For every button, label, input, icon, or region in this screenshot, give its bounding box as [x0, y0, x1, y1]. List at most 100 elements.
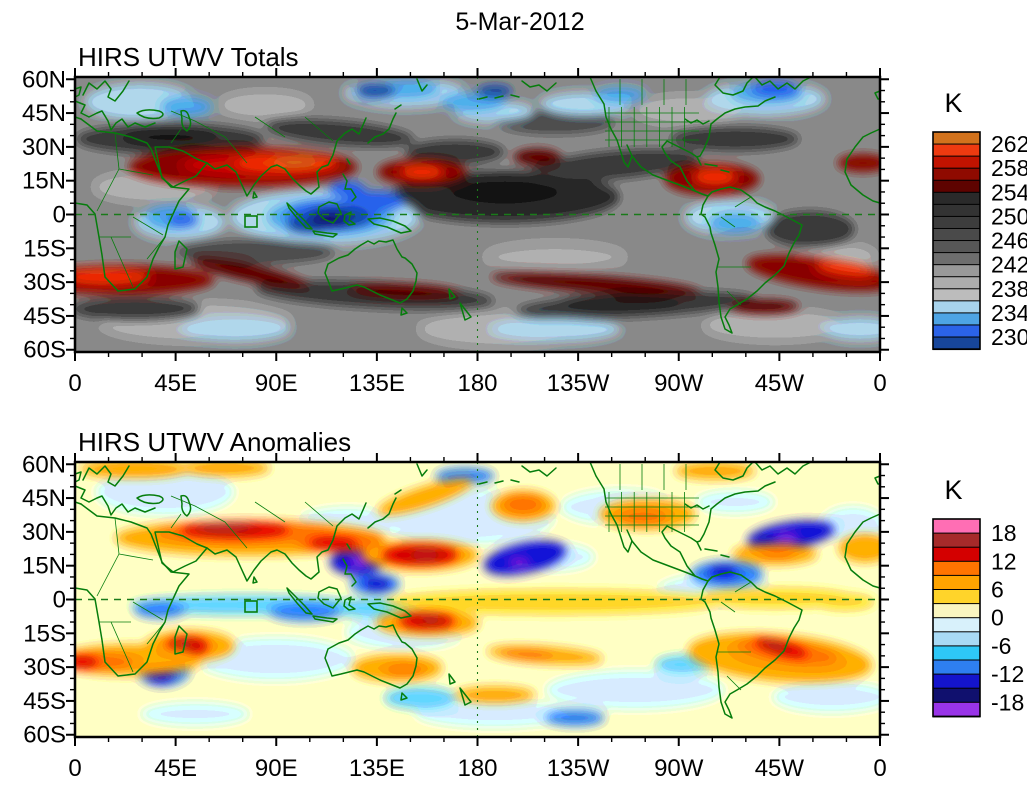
lat-tick-label: 30S	[23, 654, 66, 681]
colorbar-tick-label: 250	[991, 203, 1027, 229]
coastline-path	[448, 673, 456, 685]
coastline-path	[324, 239, 418, 304]
lat-tick-label: 60S	[23, 722, 66, 749]
lon-tick-label: 135E	[349, 755, 405, 782]
coastline-path	[180, 109, 192, 132]
coastline-path	[206, 502, 367, 582]
colorbar-tick-label: 242	[991, 252, 1027, 278]
figure-date-title: 5-Mar-2012	[455, 8, 584, 36]
coastline-path	[400, 692, 408, 701]
colorbar-segment	[932, 589, 981, 605]
coastline-path	[206, 117, 367, 197]
coastline-path	[714, 76, 754, 96]
coastline-path	[174, 625, 188, 655]
coastline-path	[661, 481, 776, 577]
coastline-path	[448, 288, 456, 300]
lon-tick-label: 0	[873, 755, 886, 782]
colorbar-tick-label: 230	[991, 324, 1027, 350]
lat-tick-label: 15N	[22, 553, 66, 580]
lon-tick-label: 180	[457, 755, 497, 782]
lat-tick-label: 30N	[22, 519, 66, 546]
lon-tick-label: 135E	[349, 370, 405, 397]
colorbar-segment	[932, 191, 981, 206]
coastline-path	[82, 465, 130, 487]
lat-tick-label: 0	[53, 587, 66, 614]
colorbar-segment	[932, 252, 981, 266]
coastline-path	[589, 76, 633, 168]
coastline-path	[342, 173, 357, 202]
us-state-borders	[605, 464, 699, 532]
lon-tick-label: 0	[873, 370, 886, 397]
colorbar-segment	[932, 143, 981, 158]
colorbar-segment	[932, 336, 981, 351]
coastline-path	[631, 540, 713, 582]
colorbar-segment	[932, 673, 981, 690]
colorbar-tick-label: -6	[991, 633, 1011, 659]
subtitle-totals: HIRS UTWV Totals	[78, 42, 299, 72]
lon-tick-label: 45E	[154, 755, 197, 782]
lon-tick-label: 45W	[755, 370, 805, 397]
country-borders	[96, 110, 752, 306]
coastline-path	[478, 94, 520, 100]
lon-tick-label: 180	[457, 370, 497, 397]
coastline-path	[154, 531, 208, 573]
coastline-path	[74, 100, 156, 131]
lat-tick-label: 60S	[23, 337, 66, 364]
target-region-box	[244, 600, 258, 613]
coastline-path	[416, 78, 428, 92]
coastline-path	[346, 543, 351, 550]
colorbar-unit-label: K	[944, 88, 962, 118]
totals-map-frame	[73, 75, 882, 354]
colorbar-tick-label: 262	[991, 131, 1027, 157]
lon-tick-label: 45W	[755, 755, 805, 782]
coastline-path	[416, 463, 428, 477]
coastline-path	[324, 624, 418, 689]
target-region-box	[244, 215, 258, 228]
map-totals	[66, 68, 889, 361]
colorbar-segment	[932, 167, 981, 182]
lat-tick-label: 30N	[22, 134, 66, 161]
coastline-path	[704, 163, 730, 173]
coastline-path	[317, 586, 342, 609]
coastline-path	[714, 461, 754, 481]
coastline-path	[459, 687, 472, 706]
colorbar-tick-label: 246	[991, 228, 1027, 254]
lat-tick-label: 60N	[22, 451, 66, 478]
colorbar-segment	[932, 617, 981, 633]
colorbar-tick-label: 258	[991, 155, 1027, 181]
country-borders	[96, 495, 752, 691]
coastline-path	[136, 109, 164, 120]
map-anomalies	[66, 453, 889, 746]
lon-tick-label: 90E	[255, 370, 298, 397]
coastline-path	[754, 461, 812, 475]
colorbar-segment	[932, 574, 981, 591]
coastline-path	[136, 494, 164, 505]
coastline-path	[252, 191, 258, 199]
colorbar-tick-label: 12	[991, 548, 1017, 574]
subtitle-anomalies: HIRS UTWV Anomalies	[78, 427, 351, 457]
lat-tick-label: 0	[53, 202, 66, 229]
coastline-path	[286, 587, 313, 615]
colorbar-segment	[932, 546, 981, 563]
totals-coastlines	[74, 76, 881, 352]
lon-tick-label: 0	[68, 755, 81, 782]
us-state-borders	[605, 79, 699, 147]
coastline-path	[74, 503, 190, 677]
coastline-path	[174, 240, 188, 270]
coastline-path	[342, 558, 357, 587]
colorbar-segment	[932, 131, 981, 146]
colorbar-segment	[932, 227, 981, 242]
coastline-path	[367, 489, 402, 529]
colorbar-segment	[932, 631, 981, 647]
colorbar-tick-label: -18	[991, 689, 1024, 715]
colorbar-tick-label: 6	[991, 577, 1004, 603]
colorbar-segment	[932, 179, 981, 194]
colorbar-tick-label: -12	[991, 661, 1024, 687]
colorbar-segment	[932, 518, 981, 535]
colorbar-segment	[932, 288, 981, 302]
coastline-path	[312, 230, 338, 238]
lat-tick-label: 45S	[23, 303, 66, 330]
